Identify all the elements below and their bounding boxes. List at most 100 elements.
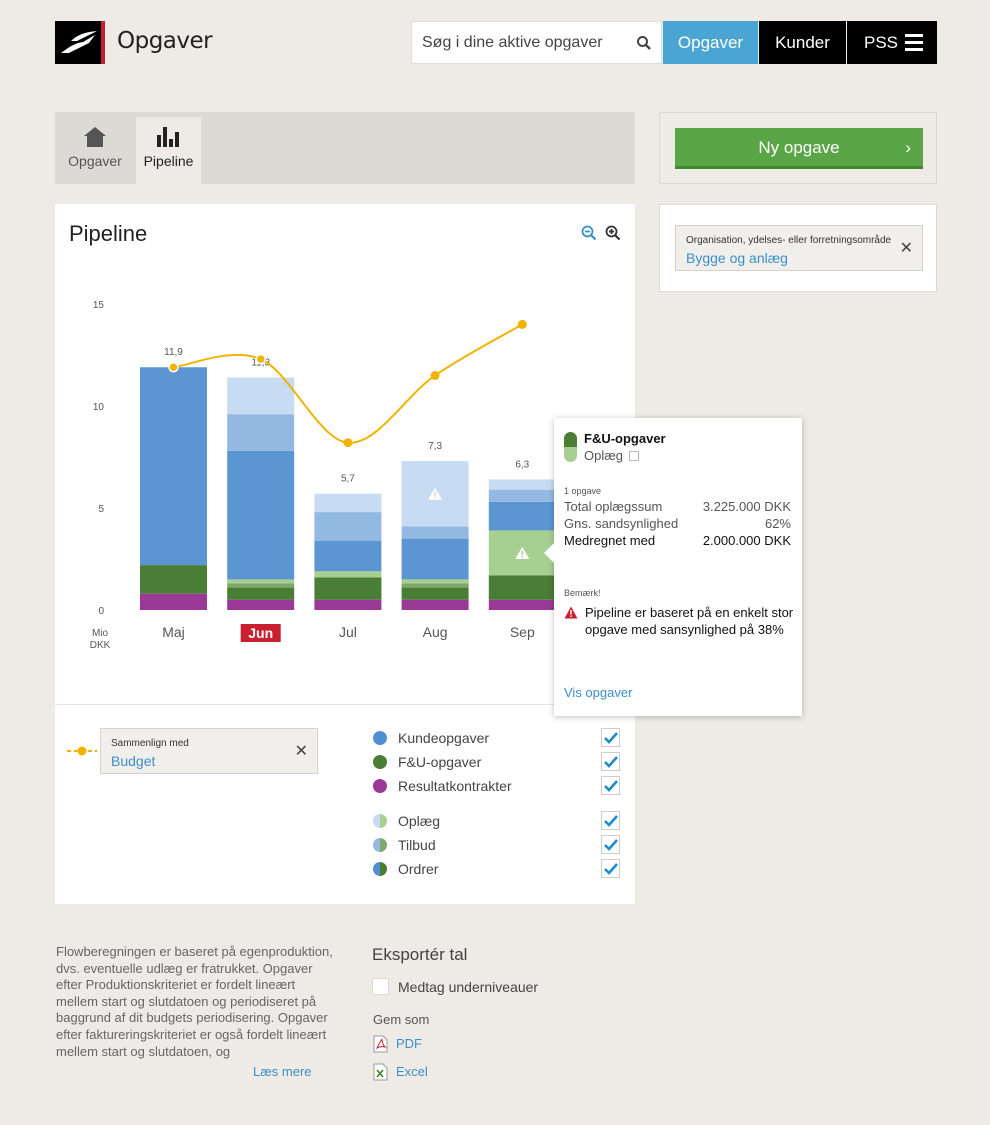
new-task-label: Ny opgave [758,138,840,157]
legend-item[interactable]: Ordrer [372,859,622,879]
bar-segment [227,450,295,580]
excel-file-icon [373,1063,388,1081]
nav-kunder[interactable]: Kunder [759,21,846,64]
legend-label: Resultatkontrakter [398,778,512,794]
bar-segment [227,377,295,415]
bar-segment [314,512,382,541]
bar-segment [227,414,295,451]
tab-opgaver[interactable]: Opgaver [55,117,135,184]
legend-swatch-icon [373,862,387,876]
tooltip-row-prob: Gns. sandsynlighed 62% [564,516,791,531]
zoom-in-icon[interactable] [605,225,621,241]
legend-item[interactable]: F&U-opgaver [372,752,622,772]
legend-item[interactable]: Kundeopgaver [372,728,622,748]
chevron-right-icon: › [905,138,911,157]
tooltip-title: F&U-opgaver [584,431,666,446]
legend-checkbox[interactable] [601,752,620,771]
logo[interactable] [55,21,105,64]
bar-segment [488,501,556,531]
series-swatch [564,432,577,462]
excel-download-link[interactable]: Excel [373,1063,428,1084]
legend-item[interactable]: Tilbud [372,835,622,855]
org-filter[interactable]: Organisation, ydelses- eller forretnings… [675,225,923,271]
search-icon[interactable] [636,35,652,51]
compare-select[interactable]: Sammenlign med Budget ✕ [100,728,318,774]
pdf-file-icon [373,1035,388,1053]
footer-description: Flowberegningen er baseret på egenproduk… [56,944,333,1059]
tooltip-note: Pipeline er baseret på en enkelt stor op… [585,605,794,637]
read-more-link[interactable]: Læs mere [253,1064,312,1079]
new-task-button[interactable]: Ny opgave › [675,128,923,169]
x-axis-label: Jun [248,625,273,641]
include-sublevels-checkbox[interactable] [372,978,389,995]
search-input[interactable] [422,32,627,54]
nav-pss[interactable]: PSS [847,21,937,64]
bar-segment [140,367,207,566]
org-filter-value[interactable]: Bygge og anlæg [686,250,788,266]
new-task-box: Ny opgave › [659,112,937,184]
legend-item[interactable]: Oplæg [372,811,622,831]
checkmark-icon [604,780,618,792]
bar-total-label: 6,3 [515,459,529,470]
legend-checkbox[interactable] [601,835,620,854]
legend-swatch-icon [373,814,387,828]
zoom-out-icon[interactable] [581,225,597,241]
pipeline-chart: 151050MioDKK11,911,35,77,36,3MajJunJulAu… [90,300,556,651]
checkmark-icon [604,732,618,744]
legend-swatch-icon [373,755,387,769]
export-title: Eksportér tal [372,945,468,964]
bar-segment [401,579,469,584]
show-tasks-link[interactable]: Vis opgaver [564,685,633,700]
warning-icon-mark [521,550,524,555]
legend-swatch-icon [373,779,387,793]
bar-segment [314,493,382,513]
tooltip-count: 1 opgave [564,486,602,496]
legend-checkbox[interactable] [601,811,620,830]
close-icon[interactable]: ✕ [294,743,308,760]
nav-pss-label: PSS [864,33,899,52]
filter-box: Organisation, ydelses- eller forretnings… [659,204,937,292]
divider [55,704,635,705]
bar-segment [227,599,295,610]
y-tick-label: 10 [93,402,105,413]
bar-segment [314,599,382,610]
compare-value[interactable]: Budget [111,753,156,769]
tooltip-note-label: Bemærk! [564,588,601,598]
y-tick-label: 0 [98,606,104,617]
legend-checkbox[interactable] [601,776,620,795]
home-icon [84,127,106,147]
bar-segment [227,579,295,584]
tab-pipeline[interactable]: Pipeline [136,117,201,184]
bar-total-label: 5,7 [341,474,355,485]
tab-pipeline-label: Pipeline [143,153,194,169]
budget-point [255,353,266,365]
legend-label: F&U-opgaver [398,754,482,770]
tooltip-subtitle: Oplæg [584,448,640,463]
pipeline-panel: Pipeline 151050MioDKK11,911,35,77,36,3Ma… [55,204,635,904]
bar-segment [488,575,556,600]
nav-opgaver[interactable]: Opgaver [663,21,758,64]
x-axis-label: Jul [339,624,357,640]
menu-icon[interactable] [905,34,923,51]
legend-label: Tilbud [398,837,436,853]
bar-total-label: 11,9 [164,347,183,358]
budget-point [430,370,440,380]
include-sublevels-label: Medtag underniveauer [398,979,539,995]
budget-point [517,319,527,329]
checkbox-icon [629,451,640,461]
legend-item[interactable]: Resultatkontrakter [372,776,622,796]
close-icon[interactable]: ✕ [899,240,913,257]
pdf-download-link[interactable]: PDF [373,1035,422,1056]
search-box[interactable] [411,21,662,64]
x-axis-label: Aug [423,624,448,640]
bar-segment [140,565,207,594]
bar-segment [401,599,469,610]
legend-label: Ordrer [398,861,439,877]
bar-segment [401,526,469,539]
legend-checkbox[interactable] [601,859,620,878]
legend-checkbox[interactable] [601,728,620,747]
panel-title: Pipeline [69,221,148,246]
pdf-label: PDF [396,1036,422,1051]
budget-line [173,323,523,444]
checkmark-icon [604,839,618,851]
